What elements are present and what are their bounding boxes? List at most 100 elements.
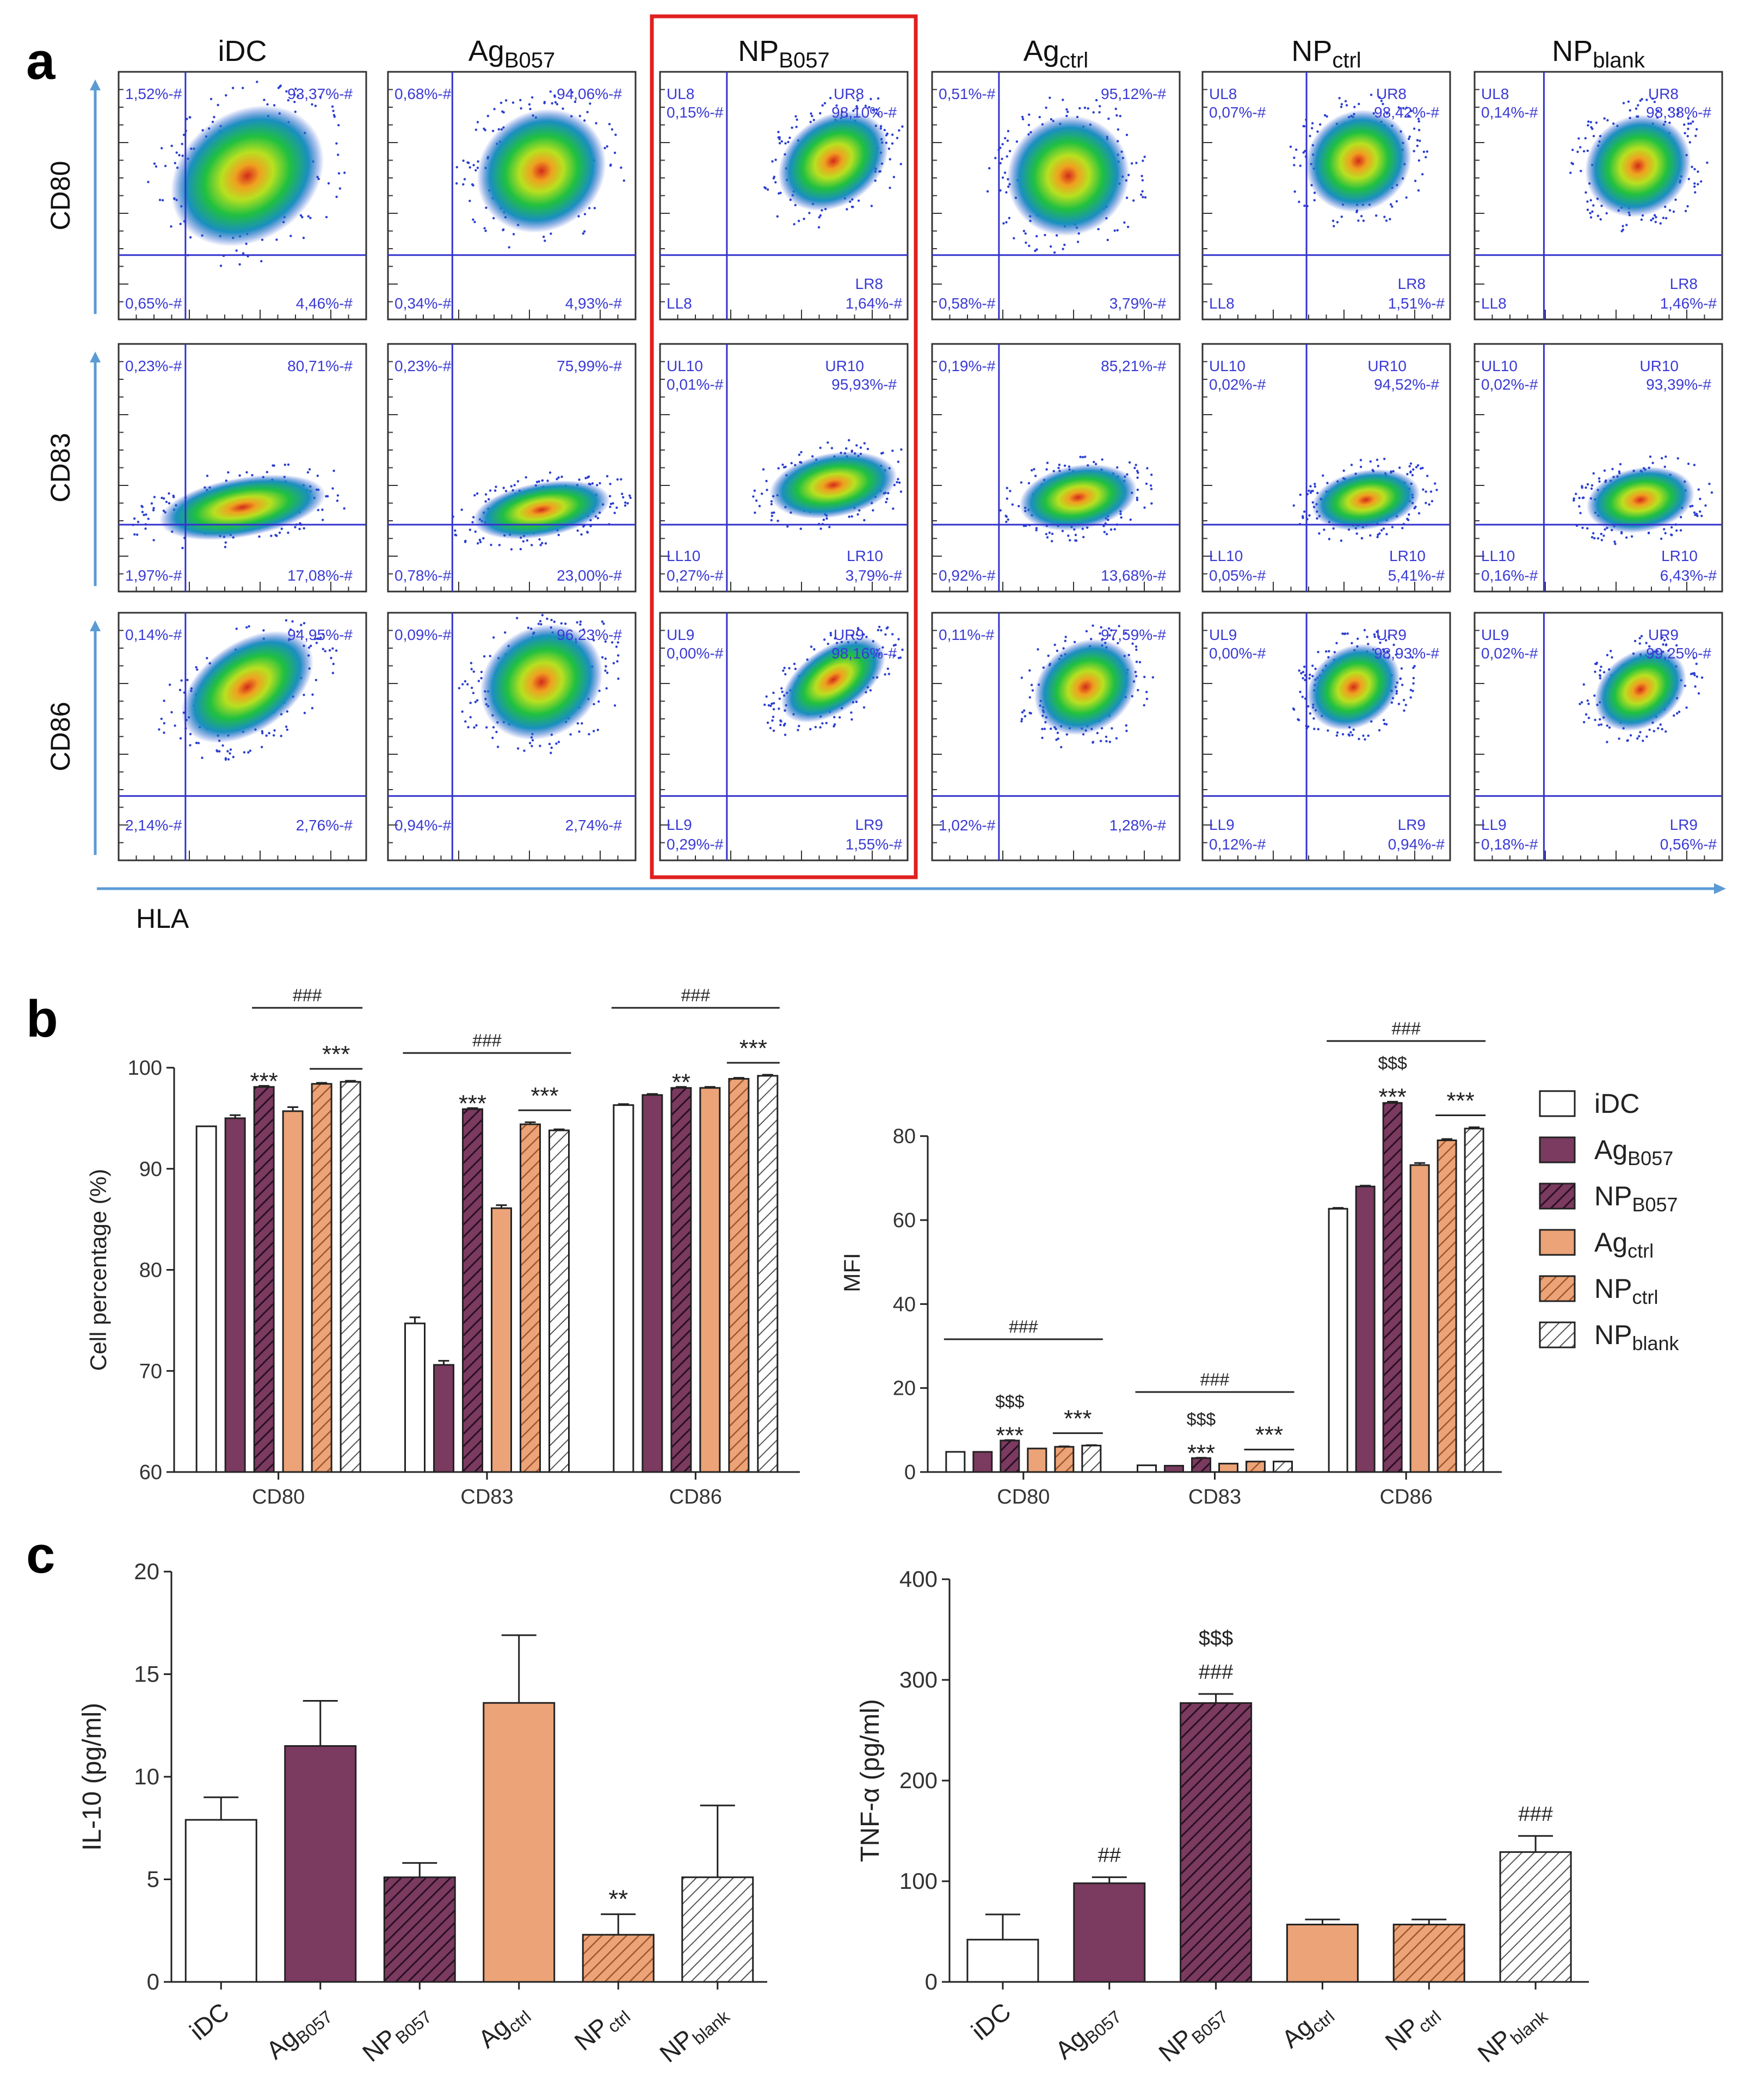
scatter-dot	[1293, 190, 1296, 193]
scatter-dot	[856, 99, 859, 102]
scatter-dot	[823, 102, 827, 104]
scatter-dot	[1144, 196, 1147, 199]
bar	[1286, 1924, 1359, 1983]
legend-swatch	[1539, 1136, 1576, 1163]
scatter-dot	[557, 476, 560, 479]
scatter-dot	[1028, 669, 1031, 672]
scatter-dot	[1599, 218, 1602, 221]
quadrant-value-ur: 93,37%-#	[287, 85, 353, 102]
scatter-dot	[483, 227, 486, 230]
scatter-dot	[201, 756, 204, 759]
scatter-dot	[1001, 157, 1003, 161]
scatter-dot	[1051, 540, 1053, 543]
scatter-dot	[1363, 629, 1366, 632]
scatter-dot	[1323, 114, 1327, 116]
scatter-dot	[586, 531, 589, 533]
scatter-dot	[1298, 200, 1300, 204]
scatter-dot	[1687, 127, 1690, 130]
flow-plot: 0,23%-# 80,71%-# 1,97%-# 17,08%-#	[118, 343, 367, 593]
scatter-dot	[245, 626, 248, 629]
scatter-dot	[218, 750, 221, 753]
scatter-dot	[1056, 649, 1059, 652]
scatter-dot	[182, 133, 186, 136]
scatter-dot	[605, 665, 607, 668]
scatter-dot	[870, 97, 872, 101]
quadrant-name-ur: UR9	[1376, 626, 1407, 643]
scatter-dot	[1625, 536, 1628, 539]
scatter-dot	[316, 475, 319, 477]
scatter-dot	[133, 517, 136, 520]
scatter-dot	[1639, 731, 1642, 734]
scatter-dot	[1417, 128, 1421, 132]
quadrant-value-ll: 0,12%-#	[1209, 836, 1266, 853]
scatter-dot	[519, 98, 522, 102]
scatter-dot	[175, 151, 178, 154]
scatter-dot	[1595, 121, 1598, 124]
quadrant-value-lr: 2,74%-#	[565, 817, 622, 834]
scatter-dot	[1092, 111, 1095, 114]
scatter-dot	[1699, 510, 1701, 513]
y-tick-label: 20	[893, 1377, 916, 1400]
scatter-dot	[1021, 118, 1025, 121]
scatter-dot	[999, 509, 1002, 512]
scatter-dot	[1335, 642, 1338, 645]
scatter-dot	[778, 697, 781, 700]
scatter-dot	[615, 506, 618, 509]
scatter-dot	[1001, 176, 1004, 179]
scatter-dot	[472, 692, 475, 694]
scatter-dot	[469, 701, 472, 704]
scatter-dot	[1648, 728, 1651, 731]
plot-frame	[118, 343, 367, 593]
scatter-dot	[1066, 110, 1069, 113]
quadrant-name-lr: LR8	[855, 275, 883, 292]
scatter-dot	[317, 509, 319, 512]
scatter-dot	[783, 466, 786, 469]
legend-label: AgB057	[1594, 1135, 1673, 1169]
scatter-dot	[892, 176, 896, 178]
scatter-dot	[1417, 159, 1421, 162]
scatter-dot	[773, 702, 775, 705]
scatter-dot	[273, 729, 276, 732]
scatter-dot	[1364, 738, 1366, 741]
scatter-dot	[1145, 482, 1148, 485]
scatter-cloud	[1292, 629, 1416, 741]
scatter-dot	[325, 215, 328, 219]
scatter-dot	[1083, 106, 1087, 109]
scatter-dot	[1113, 229, 1116, 232]
scatter-dot	[286, 728, 289, 731]
significance-mark: **	[672, 1069, 690, 1095]
scatter-dot	[531, 544, 533, 546]
scatter-dot	[1046, 536, 1049, 539]
y-axis-label: Cell percentage (%)	[85, 1169, 111, 1371]
scatter-dot	[1029, 712, 1032, 715]
scatter-dot	[1385, 533, 1388, 535]
flow-cytometry-panel: iDC AgB057 NPB057 Agctrl NPctrl NPblank CD80 CD…	[45, 14, 1726, 934]
scatter-dot	[152, 539, 155, 541]
scatter-dot	[780, 687, 783, 690]
scatter-dot	[1382, 527, 1385, 530]
scatter-dot	[484, 230, 487, 232]
scatter-dot	[794, 668, 797, 670]
scatter-dot	[474, 700, 477, 704]
scatter-dot	[560, 622, 563, 625]
scatter-dot	[1587, 717, 1590, 719]
scatter-dot	[608, 122, 611, 126]
scatter-dot	[1653, 101, 1656, 103]
scatter-dot	[1005, 520, 1008, 524]
scatter-dot	[1693, 672, 1695, 675]
scatter-dot	[224, 546, 227, 549]
quadrant-name-lr: LR9	[855, 816, 883, 833]
scatter-dot	[141, 506, 144, 508]
scatter-dot	[494, 489, 497, 492]
scatter-dot	[1397, 703, 1401, 705]
y-tick-label: 20	[134, 1559, 159, 1584]
quadrant-value-ul: 0,68%-#	[394, 85, 452, 102]
scatter-dot	[307, 215, 310, 218]
quadrant-name-lr: LR10	[1661, 547, 1698, 564]
scatter-dot	[266, 103, 269, 106]
scatter-dot	[1350, 464, 1353, 466]
scatter-dot	[1108, 634, 1111, 637]
bar	[404, 1322, 426, 1473]
significance-mark: ###	[1200, 1370, 1230, 1389]
scatter-dot	[1115, 114, 1118, 117]
